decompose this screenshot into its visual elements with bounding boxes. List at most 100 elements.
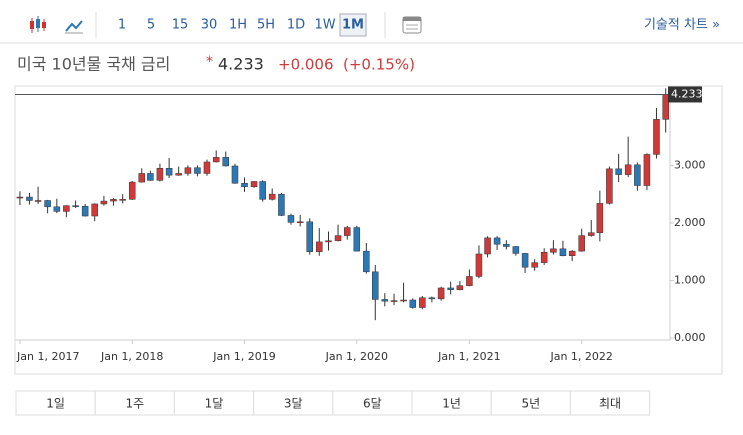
range-button[interactable]	[15, 390, 96, 416]
range-label[interactable]: 5년	[521, 397, 540, 411]
candle-body	[634, 164, 641, 186]
candle-body	[203, 161, 211, 174]
candle-body	[624, 164, 632, 175]
y-tick-label: 3.000	[674, 158, 706, 171]
candle-body	[175, 173, 182, 176]
interval-button[interactable]: 30	[201, 18, 218, 33]
selected-box	[339, 13, 367, 37]
y-tick-label: 0.000	[674, 331, 706, 344]
candle-body	[456, 285, 464, 290]
range-label[interactable]: 1주	[125, 397, 144, 411]
interval-button[interactable]: 5H	[257, 18, 275, 33]
interval-button[interactable]: 1W	[314, 18, 335, 33]
candle-body	[587, 232, 595, 236]
candle-body	[316, 241, 323, 252]
technical-chart-link[interactable]: 기술적 차트 »	[644, 18, 720, 33]
candle-body	[250, 181, 258, 187]
price: 4.233	[218, 55, 264, 74]
candle-body	[428, 297, 436, 300]
candle-body	[81, 205, 89, 217]
interval-button[interactable]: 15	[172, 18, 189, 33]
candle-body	[531, 262, 538, 268]
y-tick-label: 1.000	[674, 273, 706, 286]
candle-body	[212, 157, 220, 163]
candle-body	[138, 173, 146, 183]
candle-body	[540, 252, 548, 263]
candle-body	[353, 227, 361, 252]
range-label[interactable]: 1년	[442, 397, 461, 411]
candle-body	[578, 235, 585, 252]
range-button[interactable]	[173, 390, 255, 416]
candle-body	[222, 157, 229, 167]
candle-body	[606, 168, 613, 204]
settings-icon[interactable]	[402, 16, 422, 34]
candle-body	[550, 248, 557, 253]
chart-frame	[14, 85, 723, 375]
x-tick-label: Jan 1, 2019	[212, 350, 275, 363]
candle-body	[100, 200, 108, 205]
x-tick-label: Jan 1, 2017	[16, 350, 79, 363]
candle-body	[475, 253, 483, 277]
candle-body	[34, 200, 42, 202]
candle-body	[643, 154, 651, 186]
candle-body	[259, 181, 266, 200]
line-icon[interactable]	[65, 20, 83, 34]
interval-button[interactable]: 1M	[342, 18, 364, 33]
candle-body	[53, 206, 61, 212]
candle-body	[493, 237, 501, 245]
candle-body	[325, 240, 332, 243]
candle-body	[447, 287, 454, 290]
range-label[interactable]: 3달	[284, 397, 303, 411]
candle-icon[interactable]	[30, 16, 46, 33]
range-label[interactable]: 1달	[205, 397, 224, 411]
candle-body	[44, 200, 51, 208]
candle-body	[512, 246, 520, 254]
candle-body	[147, 173, 154, 181]
candle-body	[72, 205, 79, 207]
candle-body	[372, 271, 379, 300]
candle-body	[400, 299, 407, 302]
candle-body	[390, 300, 398, 302]
candle-body	[184, 167, 192, 174]
candle-body	[344, 227, 351, 236]
candle-body	[194, 167, 201, 174]
candle-body	[568, 250, 576, 256]
candle-body	[653, 119, 660, 155]
interval-button[interactable]: 1H	[229, 18, 247, 33]
candle-body	[278, 193, 285, 216]
candle-body	[26, 196, 33, 201]
candle-body	[596, 203, 604, 233]
y-tick-label: 2.000	[674, 216, 706, 229]
candle-body	[559, 248, 567, 256]
candle-body	[484, 237, 491, 255]
x-tick-label: Jan 1, 2021	[437, 350, 500, 363]
change-pct: (+0.15%)	[343, 56, 415, 74]
interval-button[interactable]: 5	[147, 18, 155, 33]
candle-body	[306, 221, 313, 252]
candle-body	[241, 182, 248, 187]
range-label[interactable]: 1일	[46, 397, 65, 411]
candle-body	[296, 221, 304, 224]
range-button[interactable]	[490, 390, 571, 416]
last-price-box	[668, 86, 702, 103]
candle-body	[128, 181, 136, 200]
candle-body	[363, 250, 370, 273]
candle-body	[63, 205, 70, 212]
interval-button[interactable]: 1	[118, 18, 126, 33]
candle-body	[437, 287, 445, 300]
x-tick-label: Jan 1, 2022	[549, 350, 612, 363]
range-label[interactable]: 최대	[599, 397, 621, 411]
candle-body	[466, 276, 473, 286]
candle-body	[165, 168, 173, 176]
change: +0.006	[278, 56, 334, 74]
range-button[interactable]	[569, 390, 651, 416]
candle-body	[419, 297, 426, 308]
candle-body	[268, 193, 276, 200]
candle-body	[615, 168, 622, 175]
candle-body	[156, 168, 164, 181]
interval-button[interactable]: 1D	[287, 18, 305, 33]
range-label[interactable]: 6달	[363, 397, 382, 411]
x-tick-label: Jan 1, 2018	[100, 350, 163, 363]
candle-body	[231, 165, 239, 184]
